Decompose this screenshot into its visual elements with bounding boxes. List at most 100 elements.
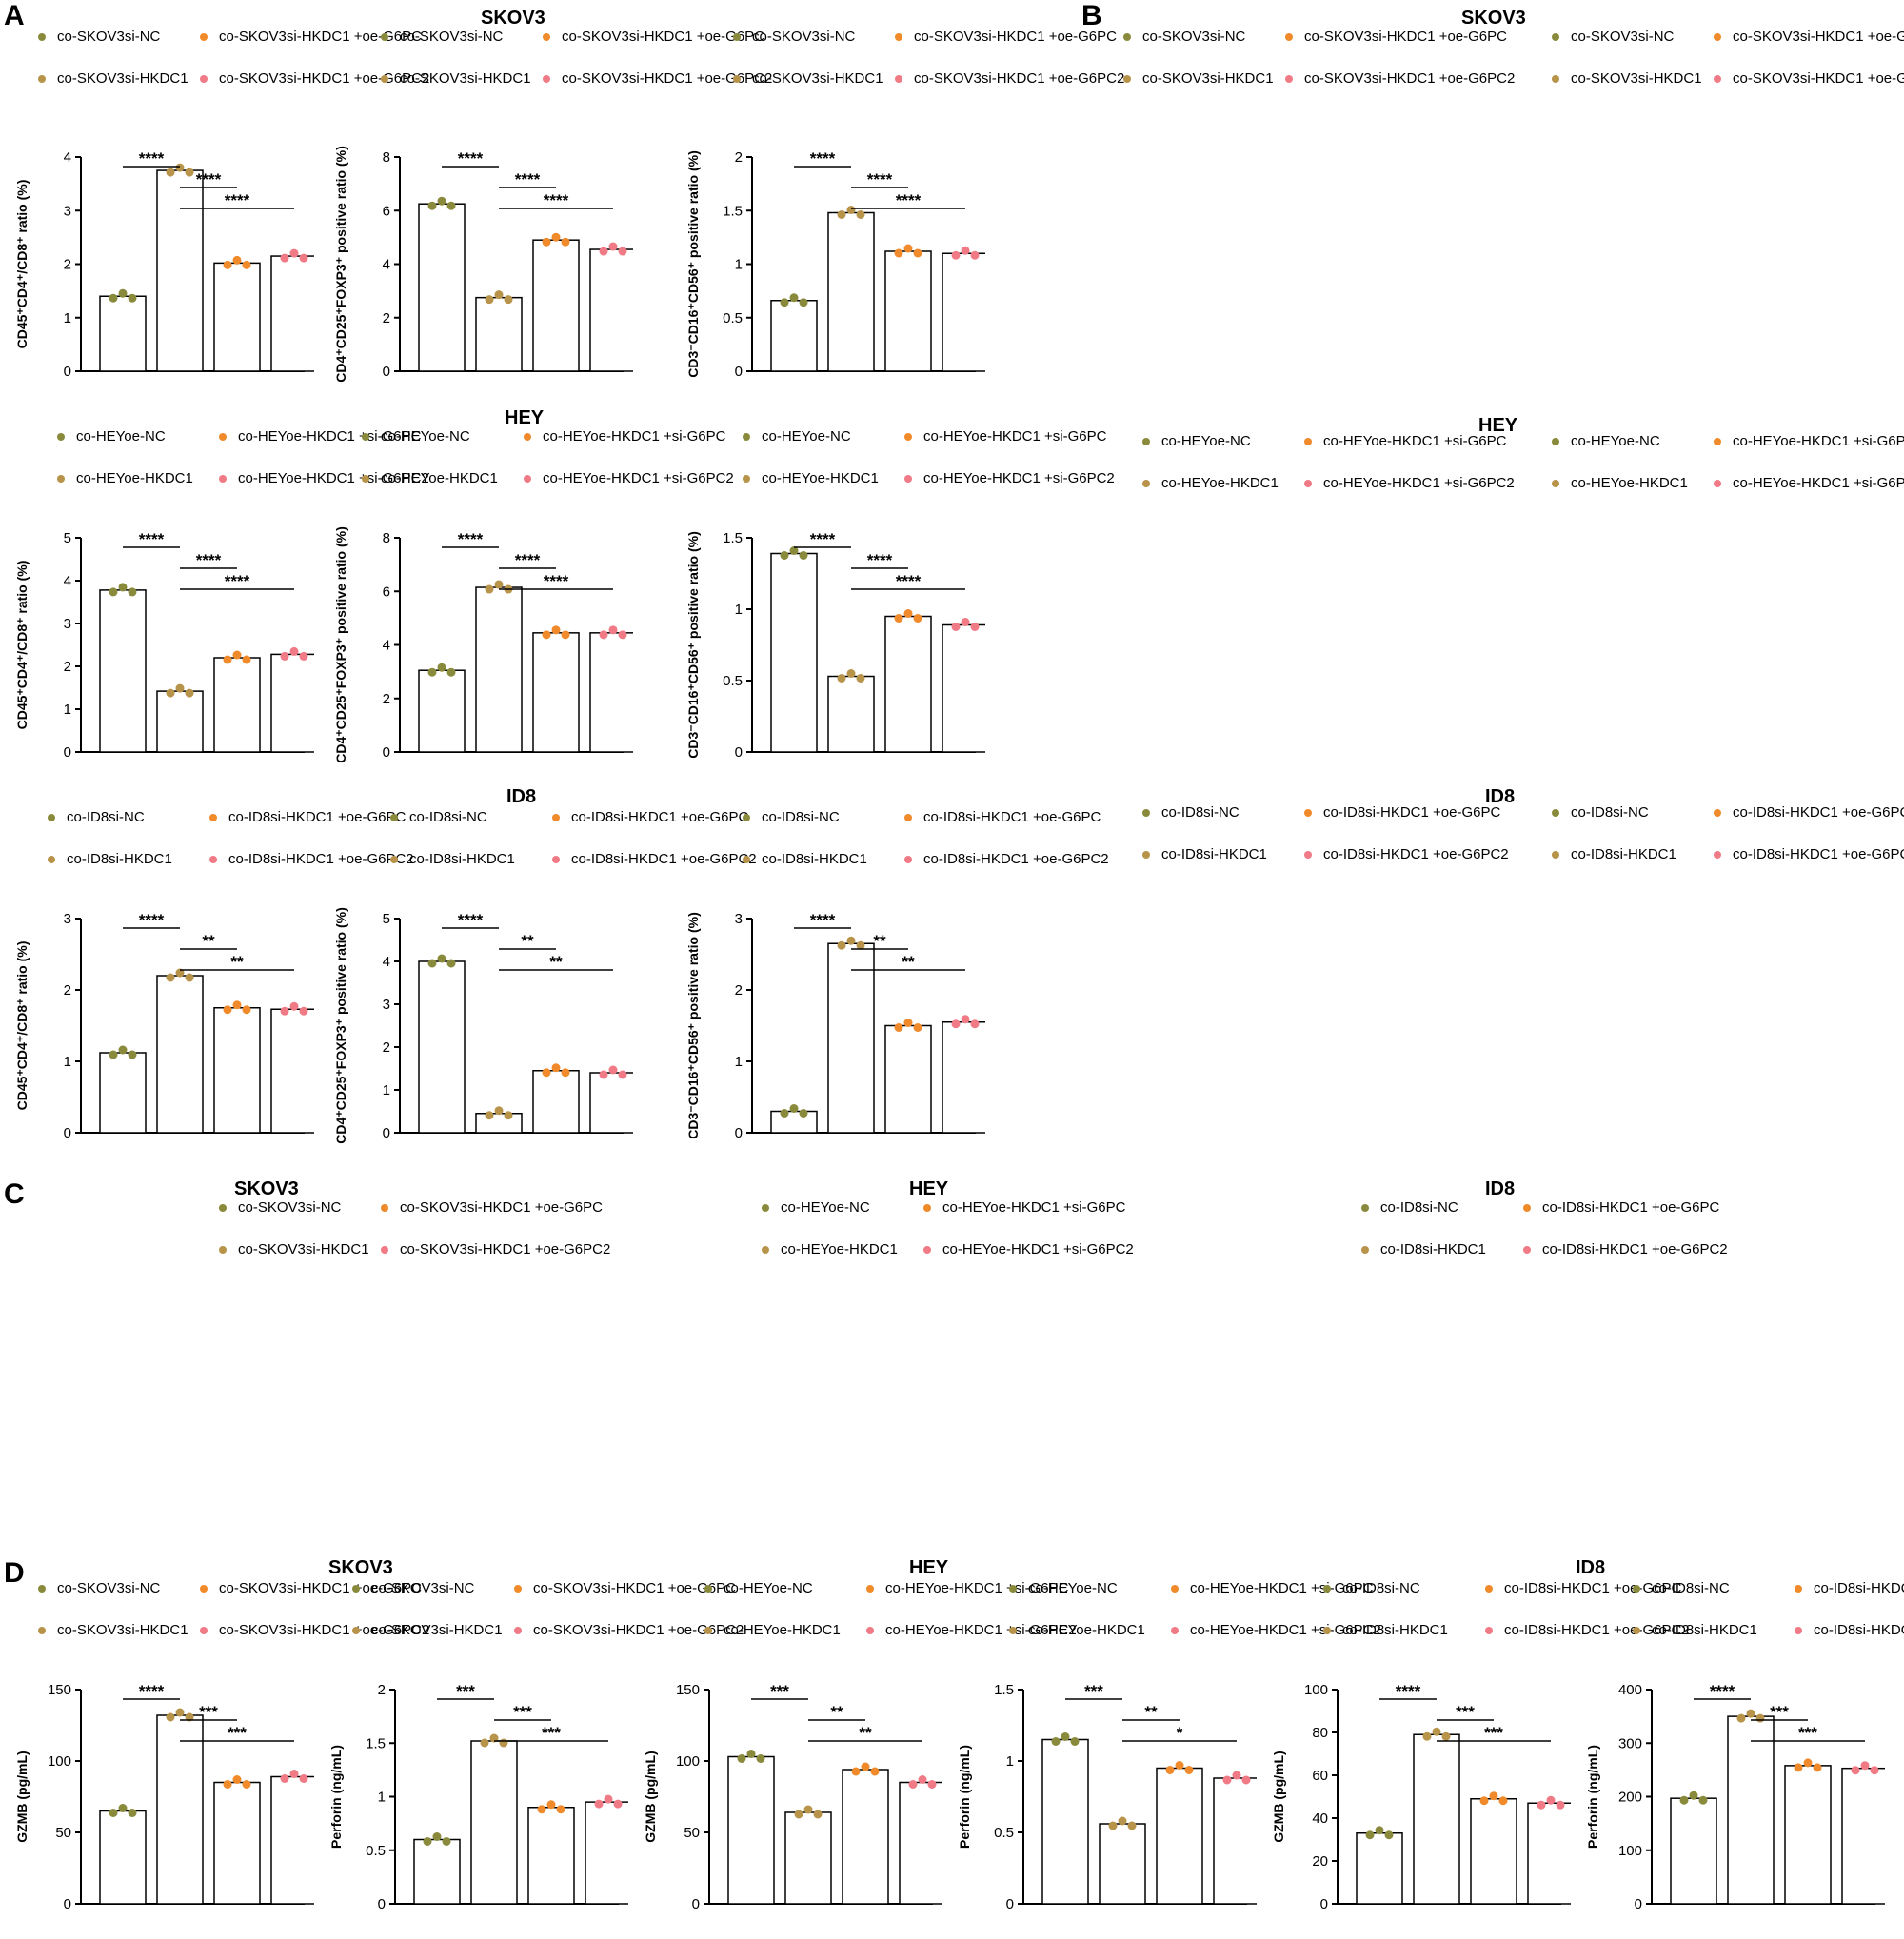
legend-label: co-SKOV3si-HKDC1 (1571, 70, 1702, 87)
y-tick-label: 0 (383, 364, 390, 380)
y-tick-label: 2 (383, 310, 390, 326)
legend-item: co-ID8si-HKDC1 (1633, 1622, 1757, 1638)
y-axis-label: CD3⁻CD16⁺CD56⁺ positive ratio (%) (685, 150, 701, 377)
bar (827, 675, 875, 753)
legend-item: co-SKOV3si-HKDC1 +oe-G6PC2 (1285, 70, 1515, 87)
legend-dot-icon (1361, 1204, 1369, 1213)
y-tick-label: 3 (64, 616, 71, 632)
legend-item: co-ID8si-HKDC1 +oe-G6PC (209, 809, 406, 825)
data-point (1108, 1821, 1118, 1830)
y-tick-label: 2 (383, 691, 390, 707)
legend-item: co-SKOV3si-HKDC1 +oe-G6PC (514, 1580, 736, 1596)
data-point (561, 1068, 570, 1078)
data-point (1498, 1796, 1508, 1806)
y-axis-label: Perforin (ng/mL) (328, 1745, 344, 1849)
data-point (280, 253, 289, 263)
sig-label: **** (139, 1682, 165, 1700)
y-axis-label: Perforin (ng/mL) (1585, 1745, 1600, 1849)
sig-label: ** (1144, 1703, 1158, 1721)
legend-item: co-ID8si-NC (1361, 1199, 1458, 1216)
data-point (546, 1800, 556, 1810)
data-point (437, 663, 446, 672)
legend-dot-icon (1714, 851, 1721, 860)
sig-label: *** (1798, 1724, 1817, 1742)
data-point (1222, 1775, 1232, 1785)
data-point (232, 255, 242, 265)
bar (532, 1070, 580, 1134)
sig-label: ** (873, 932, 886, 950)
y-tick-label: 0 (735, 1125, 743, 1141)
data-point (485, 295, 494, 305)
y-tick-label: 0 (1320, 1896, 1328, 1912)
data-point (970, 250, 980, 260)
legend-item: co-SKOV3si-NC (733, 29, 855, 45)
legend-label: co-HEYoe-HKDC1 +si-G6PC2 (238, 470, 429, 486)
bar (527, 1807, 575, 1905)
bar (1670, 1797, 1717, 1905)
data-point (813, 1810, 823, 1819)
legend-item: co-HEYoe-HKDC1 +si-G6PC (904, 428, 1106, 445)
data-point (608, 1065, 618, 1075)
legend-dot-icon (1304, 809, 1312, 818)
legend-item: co-ID8si-HKDC1 +oe-G6PC2 (1795, 1622, 1904, 1638)
legend-item: co-SKOV3si-HKDC1 +oe-G6PC (1714, 29, 1904, 45)
data-point (1061, 1732, 1070, 1741)
data-point (894, 1023, 903, 1032)
sig-label: *** (770, 1682, 789, 1700)
data-point (908, 1780, 918, 1789)
bar (1099, 1823, 1146, 1905)
y-tick-label: 1.5 (994, 1682, 1014, 1698)
data-point (223, 1005, 232, 1015)
data-point (913, 614, 922, 623)
data-point (789, 1104, 799, 1113)
legend-dot-icon (524, 475, 531, 484)
data-point (118, 1804, 128, 1812)
bar (1727, 1715, 1775, 1905)
legend-dot-icon (1552, 75, 1559, 84)
data-point (870, 1767, 880, 1776)
legend-dot-icon (1323, 1585, 1331, 1593)
legend-item: co-SKOV3si-HKDC1 +oe-G6PC2 (514, 1622, 744, 1638)
legend-dot-icon (1285, 33, 1293, 42)
legend-dot-icon (1633, 1585, 1640, 1593)
legend-item: co-SKOV3si-HKDC1 (38, 1622, 188, 1638)
data-point (427, 201, 437, 210)
sig-label: ** (830, 1703, 843, 1721)
y-tick-label: 3 (735, 911, 743, 927)
data-point (927, 1780, 937, 1789)
legend-dot-icon (1304, 480, 1312, 488)
data-point (118, 1045, 128, 1055)
panel-d-title-skov3: SKOV3 (328, 1557, 393, 1578)
y-tick-label: 6 (383, 584, 390, 600)
legend-item: co-HEYoe-HKDC1 (704, 1622, 841, 1638)
legend-label: co-HEYoe-NC (1161, 433, 1251, 449)
legend-dot-icon (1523, 1204, 1531, 1213)
legend-label: co-HEYoe-NC (381, 428, 470, 445)
legend-item: co-SKOV3si-NC (1123, 29, 1245, 45)
data-point (1070, 1737, 1080, 1746)
data-point (537, 1805, 546, 1814)
legend-item: co-SKOV3si-HKDC1 +oe-G6PC (381, 1199, 603, 1216)
bar (1213, 1777, 1257, 1905)
legend-dot-icon (200, 33, 208, 42)
data-point (861, 1762, 870, 1771)
legend-label: co-ID8si-HKDC1 (1380, 1241, 1486, 1257)
data-point (542, 1068, 551, 1078)
data-point (118, 288, 128, 298)
legend-item: co-ID8si-HKDC1 +oe-G6PC2 (209, 851, 414, 867)
bar (1527, 1802, 1571, 1905)
panel-d-title-hey: HEY (909, 1557, 949, 1578)
bar (99, 295, 147, 372)
legend-dot-icon (704, 1585, 712, 1593)
y-tick-label: 150 (48, 1682, 71, 1698)
legend-item: co-ID8si-HKDC1 (1552, 846, 1676, 862)
legend-label: co-SKOV3si-HKDC1 +oe-G6PC (533, 1580, 736, 1596)
data-point (780, 1109, 789, 1118)
legend-item: co-SKOV3si-HKDC1 +oe-G6PC (895, 29, 1117, 45)
legend-item: co-ID8si-HKDC1 +oe-G6PC2 (1304, 846, 1509, 862)
data-point (1537, 1800, 1546, 1810)
legend-dot-icon (1714, 75, 1721, 84)
legend-item: co-ID8si-HKDC1 (1142, 846, 1267, 862)
legend-item: co-ID8si-HKDC1 +oe-G6PC2 (552, 851, 757, 867)
legend-dot-icon (1009, 1585, 1017, 1593)
